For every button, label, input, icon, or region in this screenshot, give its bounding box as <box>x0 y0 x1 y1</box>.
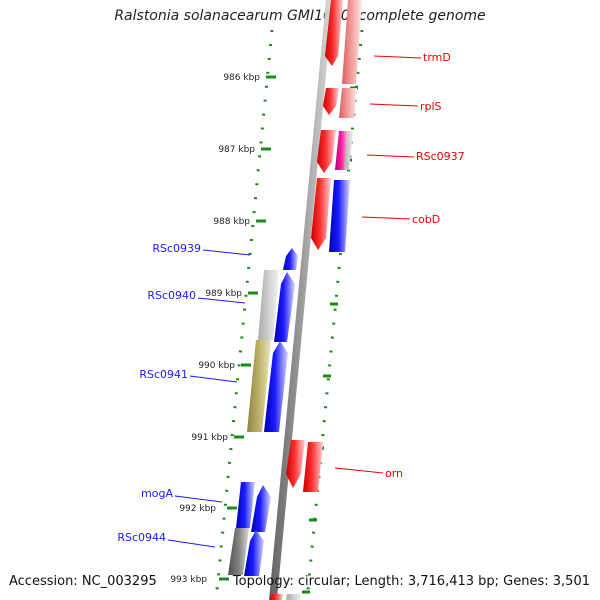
svg-text:987 kbp: 987 kbp <box>218 145 255 155</box>
svg-text:992 kbp: 992 kbp <box>179 504 216 514</box>
label-mogA[interactable]: mogA <box>141 487 223 503</box>
label-RSc0937[interactable]: RSc0937 <box>366 150 465 163</box>
grid-line-outer <box>305 29 364 600</box>
tick-mark-986-kbp: 986 kbp <box>223 73 276 83</box>
gene-rplS[interactable] <box>323 88 357 118</box>
svg-text:RSc0940: RSc0940 <box>147 289 196 302</box>
map-title: Ralstonia solanacearum GMI1000, complete… <box>114 8 486 24</box>
gene-RSc0941[interactable] <box>247 340 288 432</box>
accession-text: Accession: NC_003295 <box>9 574 157 589</box>
grid-line-inner <box>214 29 274 600</box>
label-trmD[interactable]: trmD <box>373 51 451 64</box>
svg-text:986 kbp: 986 kbp <box>223 73 260 83</box>
label-cobD[interactable]: cobD <box>361 213 440 226</box>
gene-trmD[interactable] <box>325 0 362 84</box>
svg-text:mogA: mogA <box>141 487 173 500</box>
svg-text:RSc0944: RSc0944 <box>117 531 166 544</box>
svg-text:988 kbp: 988 kbp <box>213 217 250 227</box>
label-RSc0940[interactable]: RSc0940 <box>147 289 246 304</box>
tick-mark-990-kbp: 990 kbp <box>198 361 251 371</box>
gene-RSc0939[interactable] <box>283 248 298 270</box>
gene-cobD[interactable] <box>311 178 350 252</box>
svg-text:991 kbp: 991 kbp <box>191 433 228 443</box>
tick-mark-988-kbp: 988 kbp <box>213 217 266 227</box>
svg-text:990 kbp: 990 kbp <box>198 361 235 371</box>
svg-text:cobD: cobD <box>412 213 440 226</box>
svg-text:RSc0937: RSc0937 <box>416 150 465 163</box>
svg-text:trmD: trmD <box>423 51 451 64</box>
svg-text:RSc0939: RSc0939 <box>152 242 201 255</box>
gene-mogA[interactable] <box>236 482 271 532</box>
tick-mark-989-kbp: 989 kbp <box>205 289 258 299</box>
svg-text:RSc0941: RSc0941 <box>139 368 188 381</box>
genome-backbone <box>269 0 333 600</box>
genome-summary-text: Topology: circular; Length: 3,716,413 bp… <box>232 574 590 589</box>
gene-orn[interactable] <box>286 440 323 492</box>
tick-mark-987-kbp: 987 kbp <box>218 145 271 155</box>
label-rplS[interactable]: rplS <box>369 100 442 113</box>
gene-RSc0937[interactable] <box>317 130 353 173</box>
gene-RSc0940[interactable] <box>258 270 295 342</box>
svg-text:989 kbp: 989 kbp <box>205 289 242 299</box>
tick-mark-992-kbp: 992 kbp <box>179 504 237 514</box>
label-RSc0944[interactable]: RSc0944 <box>117 531 216 548</box>
gene-bottom-fragments <box>270 594 301 600</box>
tick-mark-993-kbp: 993 kbp <box>170 575 229 585</box>
svg-text:orn: orn <box>385 467 403 480</box>
svg-text:rplS: rplS <box>420 100 442 113</box>
label-RSc0941[interactable]: RSc0941 <box>139 368 238 383</box>
tick-mark-991-kbp: 991 kbp <box>191 433 244 443</box>
gene-RSc0944[interactable] <box>228 528 264 576</box>
label-RSc0939[interactable]: RSc0939 <box>152 242 251 256</box>
label-orn[interactable]: orn <box>334 467 403 480</box>
svg-text:993 kbp: 993 kbp <box>170 575 207 585</box>
